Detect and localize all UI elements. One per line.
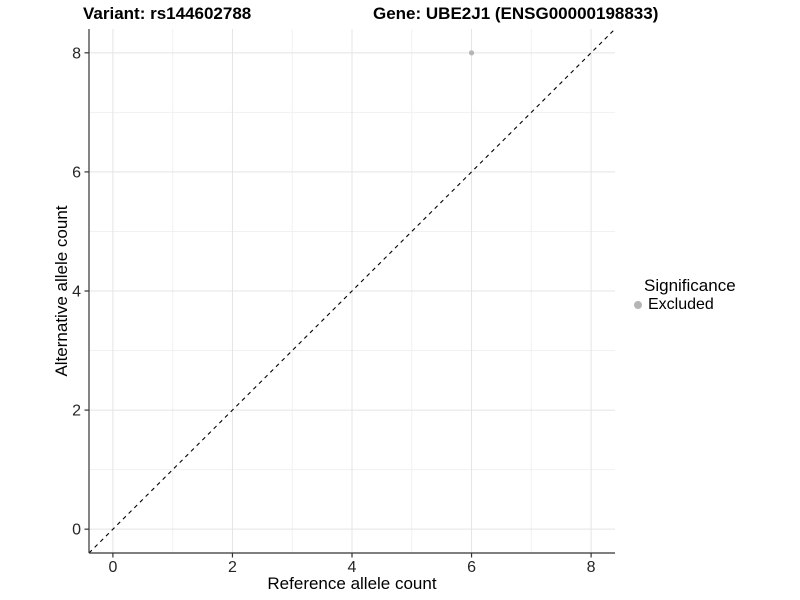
variant-title: Variant: rs144602788 bbox=[83, 4, 252, 23]
y-tick-label: 4 bbox=[72, 284, 81, 301]
y-tick-label: 2 bbox=[72, 403, 81, 420]
x-axis-title: Reference allele count bbox=[267, 574, 437, 593]
y-axis-title: Alternative allele count bbox=[52, 205, 71, 377]
gene-title: Gene: UBE2J1 (ENSG00000198833) bbox=[373, 4, 659, 23]
x-tick-label: 6 bbox=[467, 559, 476, 576]
excluded-point-icon bbox=[634, 301, 642, 309]
x-tick-label: 0 bbox=[108, 559, 117, 576]
legend-entry-excluded: Excluded bbox=[630, 296, 736, 314]
x-tick-label: 4 bbox=[348, 559, 357, 576]
x-tick-label: 2 bbox=[228, 559, 237, 576]
y-tick-label: 6 bbox=[72, 164, 81, 181]
y-tick-label: 0 bbox=[72, 522, 81, 539]
y-tick-label: 8 bbox=[72, 45, 81, 62]
legend: Significance Excluded bbox=[630, 276, 736, 314]
x-tick-label: 8 bbox=[587, 559, 596, 576]
legend-entry-label: Excluded bbox=[648, 296, 714, 313]
legend-title: Significance bbox=[644, 276, 736, 295]
